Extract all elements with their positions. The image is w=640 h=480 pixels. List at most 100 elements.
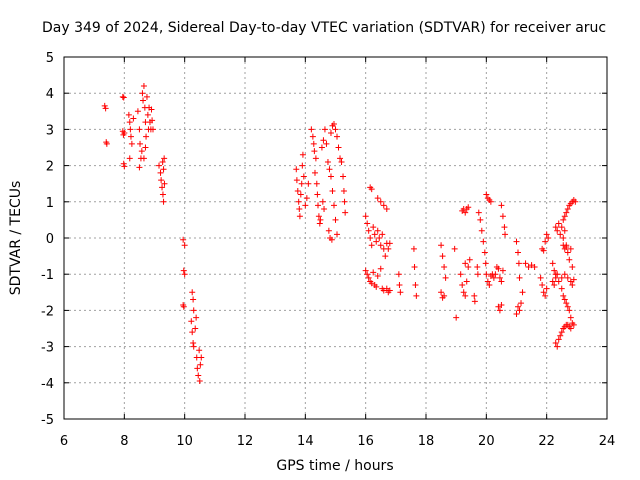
data-point bbox=[160, 198, 167, 205]
data-point bbox=[126, 119, 133, 126]
data-point bbox=[563, 209, 570, 216]
data-point bbox=[318, 144, 325, 151]
data-point bbox=[293, 177, 300, 184]
data-point bbox=[195, 372, 202, 379]
data-point bbox=[560, 235, 567, 241]
data-point bbox=[298, 180, 305, 187]
data-point bbox=[371, 231, 378, 238]
data-point bbox=[457, 271, 464, 278]
data-point bbox=[561, 271, 568, 278]
data-point bbox=[551, 282, 558, 289]
data-point bbox=[471, 292, 478, 299]
data-point bbox=[190, 343, 197, 350]
data-point bbox=[368, 242, 375, 249]
data-point bbox=[386, 287, 393, 294]
data-point bbox=[490, 274, 497, 281]
data-point bbox=[410, 245, 417, 252]
data-point bbox=[413, 292, 420, 299]
data-point bbox=[293, 166, 300, 173]
y-tick-label: -3 bbox=[41, 341, 54, 356]
data-point bbox=[492, 271, 499, 278]
data-point bbox=[312, 155, 319, 162]
data-point bbox=[362, 213, 369, 220]
data-point bbox=[522, 260, 529, 267]
data-point bbox=[311, 148, 318, 155]
data-point bbox=[316, 220, 323, 227]
data-point bbox=[138, 148, 145, 155]
data-point bbox=[136, 126, 143, 133]
data-point bbox=[180, 236, 187, 243]
data-point bbox=[380, 202, 387, 209]
data-point bbox=[120, 94, 127, 101]
data-point bbox=[324, 158, 331, 165]
data-point bbox=[295, 198, 302, 205]
data-point bbox=[561, 296, 568, 303]
data-point bbox=[121, 130, 128, 137]
data-point bbox=[127, 126, 134, 133]
data-point bbox=[570, 321, 577, 328]
data-point bbox=[383, 285, 390, 292]
data-point bbox=[303, 195, 310, 202]
data-point bbox=[515, 249, 522, 256]
data-point bbox=[561, 227, 568, 234]
data-point bbox=[142, 144, 149, 151]
data-point bbox=[365, 274, 372, 281]
data-point bbox=[326, 166, 333, 173]
y-tick-label: 2 bbox=[46, 160, 54, 175]
y-tick-label: 0 bbox=[46, 232, 54, 247]
data-point bbox=[515, 260, 522, 267]
data-point bbox=[566, 256, 573, 263]
data-point bbox=[327, 173, 334, 180]
data-point bbox=[159, 184, 166, 191]
data-point bbox=[332, 216, 339, 223]
data-point bbox=[196, 377, 203, 384]
data-point bbox=[516, 274, 523, 281]
data-point bbox=[540, 289, 547, 296]
y-tick-label: 4 bbox=[46, 87, 54, 102]
data-point bbox=[513, 311, 520, 318]
data-point bbox=[373, 238, 380, 245]
data-point bbox=[189, 289, 196, 296]
data-point bbox=[143, 133, 150, 140]
data-point bbox=[180, 303, 187, 310]
data-point bbox=[305, 180, 312, 187]
data-point bbox=[120, 160, 127, 167]
data-point bbox=[412, 282, 419, 289]
data-point bbox=[531, 263, 538, 270]
data-point bbox=[543, 285, 550, 292]
data-point bbox=[140, 155, 147, 162]
data-point bbox=[564, 249, 571, 256]
data-point bbox=[385, 245, 392, 252]
data-point bbox=[549, 278, 556, 285]
data-point bbox=[484, 278, 491, 285]
data-point bbox=[498, 301, 505, 308]
x-tick-label: 10 bbox=[176, 434, 193, 449]
data-point bbox=[309, 133, 316, 140]
data-point bbox=[557, 231, 564, 238]
data-point bbox=[519, 289, 526, 296]
data-point bbox=[160, 166, 167, 173]
data-point bbox=[463, 278, 470, 285]
data-point bbox=[374, 195, 381, 202]
y-axis-label: SDTVAR / TECUs bbox=[8, 181, 24, 296]
data-point bbox=[466, 256, 473, 263]
data-point bbox=[558, 285, 565, 292]
data-point bbox=[300, 173, 307, 180]
data-point bbox=[374, 273, 381, 280]
data-point bbox=[558, 224, 565, 231]
data-point bbox=[481, 249, 488, 256]
data-point bbox=[380, 287, 387, 294]
data-point bbox=[552, 339, 559, 346]
x-tick-label: 6 bbox=[60, 434, 68, 449]
data-point bbox=[342, 209, 349, 216]
data-point bbox=[296, 213, 303, 220]
data-point bbox=[442, 274, 449, 281]
x-tick-label: 22 bbox=[538, 434, 555, 449]
data-point bbox=[329, 187, 336, 194]
data-point bbox=[328, 236, 335, 243]
data-point bbox=[567, 314, 574, 321]
data-point bbox=[149, 126, 156, 133]
data-point bbox=[560, 242, 567, 249]
